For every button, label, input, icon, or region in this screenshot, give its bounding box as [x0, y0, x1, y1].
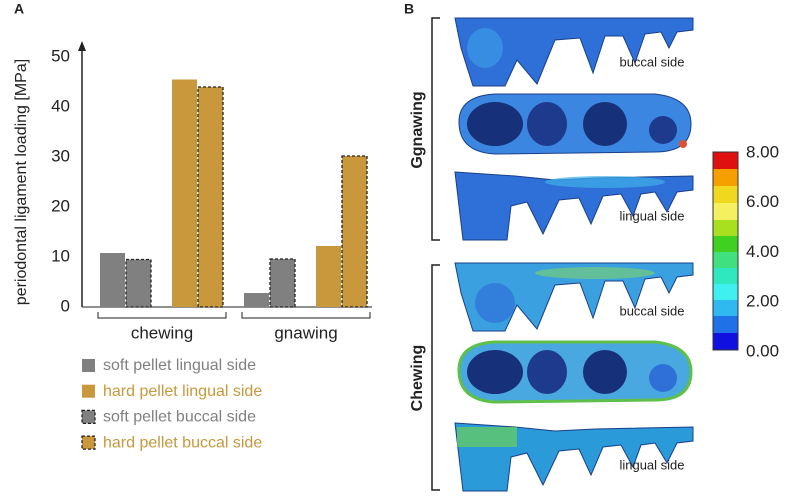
- view-label: lingual side: [619, 208, 684, 223]
- tooth-image: [458, 93, 692, 155]
- colorbar-label: 2.00: [746, 292, 779, 311]
- bar: [341, 155, 368, 308]
- legend-swatch: [82, 384, 95, 398]
- y-tick-label: 0: [61, 296, 70, 315]
- colorbar: [712, 151, 739, 351]
- legend-label: soft pellet lingual side: [103, 357, 256, 374]
- panel-label: B: [404, 1, 414, 17]
- y-axis-label: periodontal ligament loading [MPa]: [13, 59, 30, 305]
- bar: [172, 79, 197, 307]
- axis-arrow: [78, 41, 86, 51]
- bar: [125, 258, 152, 308]
- bar: [269, 258, 296, 308]
- category-bracket: [241, 312, 371, 319]
- view-label: lingual side: [619, 457, 684, 472]
- view-label: buccal side: [619, 303, 684, 318]
- bar: [244, 293, 269, 307]
- tooth-image: [457, 340, 693, 404]
- legend-label: hard pellet buccal side: [103, 434, 262, 451]
- group-label: Ggnawing: [409, 91, 426, 168]
- bracket: [431, 17, 440, 491]
- group-label: Chewing: [409, 345, 426, 412]
- legend-swatch: [81, 435, 96, 450]
- y-tick-label: 20: [51, 196, 70, 215]
- x-tick-label: chewing: [131, 323, 193, 342]
- panel-label: A: [14, 1, 24, 17]
- tooth-image: [454, 262, 694, 332]
- y-tick-label: 10: [51, 246, 70, 265]
- bar: [316, 246, 341, 307]
- y-tick-label: 30: [51, 146, 70, 165]
- tooth-image: [454, 422, 694, 492]
- y-tick-label: 50: [51, 46, 70, 65]
- panel-b-labels: Ggnawing buccal side lingual side Chewing bu…: [409, 54, 779, 472]
- legend-swatch: [82, 359, 95, 372]
- x-tick-label: gnawing: [274, 323, 337, 342]
- y-tick-label: 40: [51, 96, 70, 115]
- colorbar-label: 4.00: [746, 242, 779, 261]
- legend-label: hard pellet lingual side: [103, 383, 262, 400]
- colorbar-label: 6.00: [746, 192, 779, 211]
- category-bracket: [97, 312, 227, 319]
- legend-label: soft pellet buccal side: [103, 409, 256, 426]
- bar: [100, 253, 125, 307]
- bar-chart: 0 10 20 30 40 50 chewing gnawing soft pellet lin…: [51, 41, 372, 451]
- colorbar-label: 8.00: [746, 142, 779, 161]
- legend-swatch: [81, 409, 96, 425]
- tooth-image: [454, 171, 694, 241]
- colorbar-label: 0.00: [746, 341, 779, 360]
- tooth-image: [454, 17, 694, 87]
- view-label: buccal side: [619, 54, 684, 69]
- panel-b-images: [431, 17, 739, 492]
- bar: [197, 86, 224, 308]
